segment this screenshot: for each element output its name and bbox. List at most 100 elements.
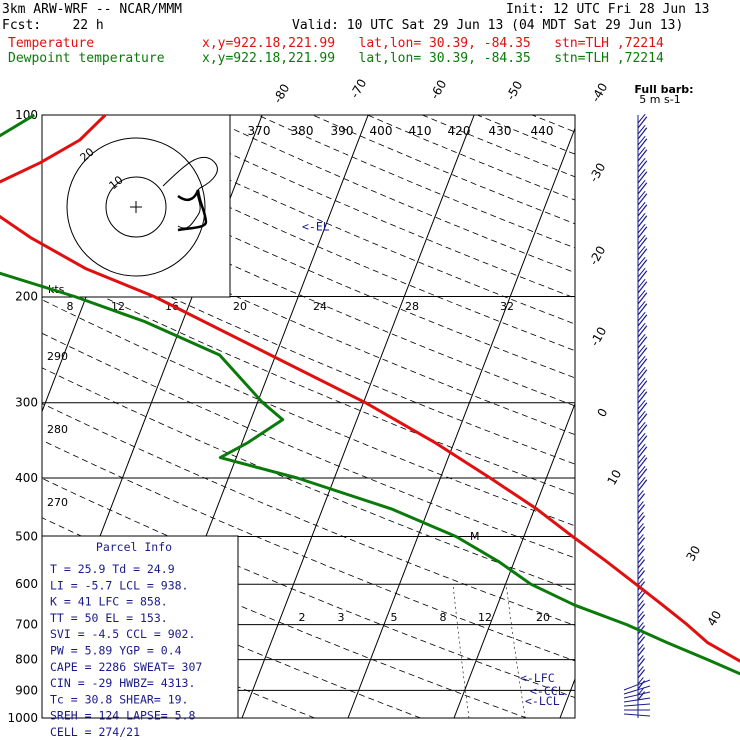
inset-marker-m: M <box>470 530 480 543</box>
wind-barb-flag <box>637 556 644 564</box>
theta-e-label-440: 440 <box>531 124 554 138</box>
wind-barb <box>637 614 646 624</box>
wind-barb <box>637 548 646 558</box>
wind-barb-flag <box>637 622 644 630</box>
mixing-ratio-line <box>576 584 599 718</box>
temp-axis-label-10: 10 <box>604 467 624 487</box>
plot-frame <box>41 114 576 719</box>
wind-barb-flag <box>637 124 646 135</box>
wind-barb <box>637 292 648 305</box>
wind-barb-flag <box>637 523 644 531</box>
wind-barb-flag <box>637 168 646 179</box>
diagonal-temp-label--70: -70 <box>347 77 369 101</box>
wind-barb-flag <box>637 677 644 685</box>
temperature-line <box>0 113 740 663</box>
wind-barb <box>637 603 646 613</box>
wind-barb-flag <box>637 355 646 366</box>
pressure-label-400: 400 <box>15 471 38 485</box>
temp-axis-label-30: 30 <box>683 543 703 563</box>
wind-barb <box>637 369 648 382</box>
wind-barb-flag <box>637 267 646 278</box>
speed-label-28: 28 <box>405 300 419 313</box>
theta-e-label-400: 400 <box>370 124 393 138</box>
wind-legend-title: Full barb: <box>634 83 693 96</box>
pressure-label-1000: 1000 <box>7 711 38 725</box>
surface-barb <box>623 703 651 707</box>
temperature-legend-label: Temperature <box>8 36 95 51</box>
speed-label-32: 32 <box>500 300 514 313</box>
theta-e-label-370: 370 <box>248 124 271 138</box>
wind-barb <box>637 336 648 349</box>
wind-barb-flag <box>637 432 646 443</box>
wind-barb-flag <box>637 234 646 245</box>
wind-barb-flag <box>637 443 646 454</box>
hodograph-ring-inner <box>105 176 167 238</box>
dry-adiabat-line <box>42 266 575 495</box>
pressure-label-900: 900 <box>15 683 38 697</box>
wind-barb <box>637 493 646 503</box>
theta-e-label-430: 430 <box>489 124 512 138</box>
wind-barb-flag <box>637 157 646 168</box>
wind-barb <box>637 391 648 404</box>
wind-barb-flag <box>637 333 646 344</box>
wind-barb <box>637 182 648 195</box>
hodograph-ring-outer <box>66 137 206 277</box>
mixing-ratio-line <box>452 584 470 718</box>
wind-barb <box>637 669 646 679</box>
dry-adiabat-line <box>42 235 575 465</box>
temp-axis-label--40: -40 <box>588 81 610 105</box>
wind-barb <box>637 160 648 173</box>
wind-barb-flag <box>637 223 646 234</box>
surface-barb <box>623 679 651 691</box>
temp-axis-label--10: -10 <box>587 325 609 349</box>
wind-barb <box>637 647 646 657</box>
wind-barb <box>637 149 648 162</box>
wind-barb-flag <box>637 476 646 487</box>
isotherm-line <box>453 402 575 718</box>
wind-barb-flag <box>637 655 644 663</box>
parcel-info-row: LI = -5.7 LCL = 938. <box>50 578 188 592</box>
temp-axis-label-40: 40 <box>704 608 724 628</box>
surface-barb <box>623 691 651 699</box>
dry-adiabat-line <box>202 115 575 274</box>
parcel-info-row: SREH = 124 LAPSE= 5.8 <box>50 709 195 723</box>
mixing-ratio-label-8: 8 <box>440 611 447 624</box>
wind-barb <box>637 347 648 360</box>
speed-label-8: 8 <box>67 300 74 313</box>
diagonal-temp-label--60: -60 <box>427 78 449 102</box>
wind-barb-flag <box>637 567 644 575</box>
mixing-ratio-line <box>505 584 526 718</box>
diagonal-temp-label--80: -80 <box>270 82 292 106</box>
wind-barb <box>637 237 648 250</box>
wind-barb <box>637 116 648 129</box>
dry-adiabat-label-280: 280 <box>47 423 68 436</box>
theta-e-label-420: 420 <box>448 124 471 138</box>
wind-barb <box>637 127 648 140</box>
wind-barb <box>637 537 646 547</box>
wind-barb-flag <box>637 179 646 190</box>
wind-barb <box>637 435 648 448</box>
temp-axis-label--20: -20 <box>586 244 608 268</box>
wind-barb-flag <box>637 534 644 542</box>
wind-barb-flag <box>637 600 644 608</box>
mixing-ratio-label-3: 3 <box>338 611 345 624</box>
wind-barb <box>637 658 646 668</box>
wind-barb-flag <box>637 666 644 674</box>
parcel-info-row: T = 25.9 Td = 24.9 <box>50 562 175 576</box>
wind-barb <box>637 515 646 525</box>
pressure-label-300: 300 <box>15 396 38 410</box>
wind-barb-flag <box>637 245 646 256</box>
dry-adiabat-line <box>257 115 575 249</box>
wind-barb-flag <box>637 113 646 124</box>
pressure-label-100: 100 <box>15 108 38 122</box>
surface-barb <box>623 697 651 703</box>
wind-barb-flag <box>637 421 646 432</box>
pressure-label-600: 600 <box>15 577 38 591</box>
wind-barb-flag <box>637 512 644 520</box>
dry-adiabat-line <box>42 367 575 592</box>
mixing-ratio-label-2: 2 <box>299 611 306 624</box>
pressure-label-700: 700 <box>15 618 38 632</box>
wind-barb-flag <box>637 135 646 146</box>
wind-barb <box>637 380 648 393</box>
